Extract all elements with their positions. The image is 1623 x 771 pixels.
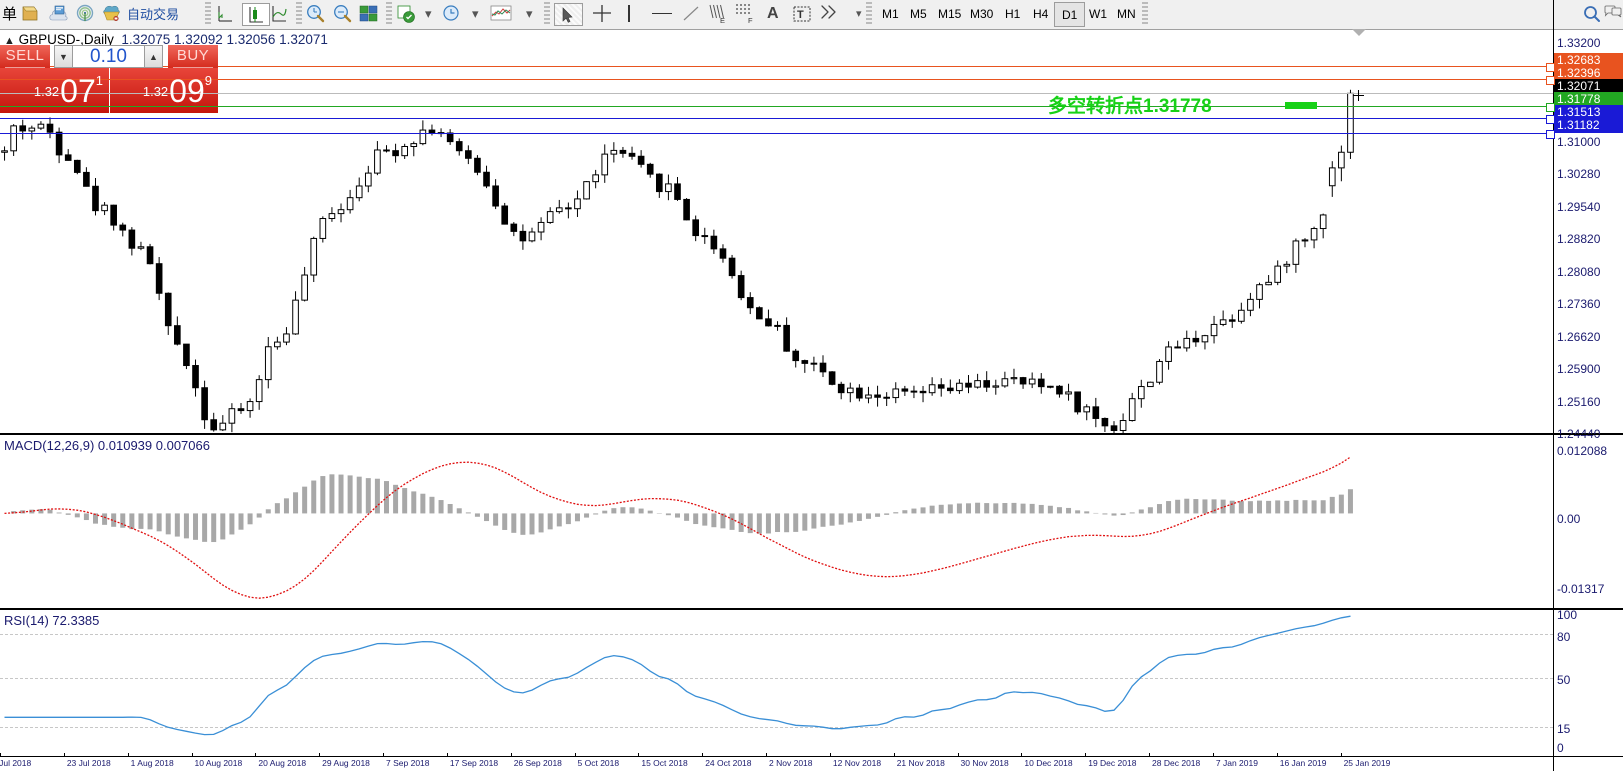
svg-text:F: F xyxy=(748,16,753,23)
svg-text:E: E xyxy=(720,16,725,23)
svg-text:T: T xyxy=(797,9,804,21)
